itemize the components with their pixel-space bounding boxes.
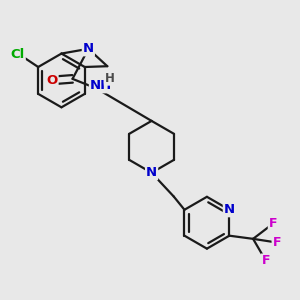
- Text: N: N: [83, 42, 94, 55]
- Text: F: F: [262, 254, 270, 268]
- Text: Cl: Cl: [11, 48, 25, 61]
- Text: N: N: [224, 203, 235, 216]
- Text: NH: NH: [90, 79, 112, 92]
- Text: N: N: [146, 166, 157, 179]
- Text: O: O: [46, 74, 58, 87]
- Text: F: F: [272, 236, 281, 248]
- Text: F: F: [269, 218, 277, 230]
- Text: H: H: [105, 72, 115, 85]
